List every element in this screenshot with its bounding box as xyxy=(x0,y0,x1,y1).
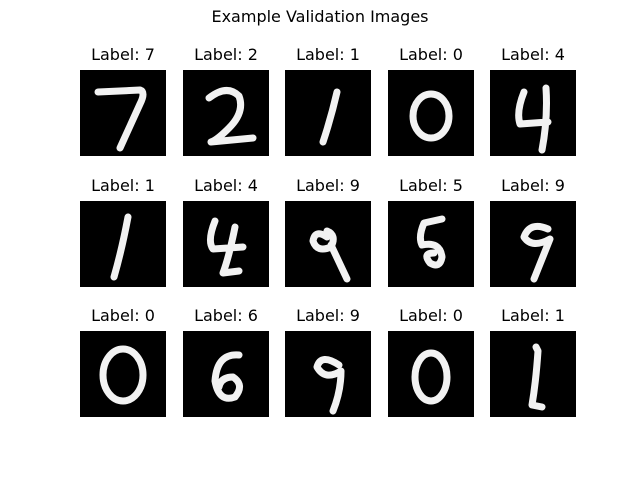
digit-stroke xyxy=(515,84,552,154)
digit-stroke xyxy=(319,88,341,146)
digit-label: Label: 9 xyxy=(296,176,360,195)
digit-label: Label: 0 xyxy=(399,45,463,64)
digit-stroke xyxy=(416,215,446,269)
digit-image xyxy=(388,201,474,287)
digit-stroke xyxy=(206,217,247,277)
digit-stroke xyxy=(313,356,345,415)
digit-label: Label: 5 xyxy=(399,176,463,195)
digit-label: Label: 4 xyxy=(194,176,258,195)
digit-stroke xyxy=(528,343,546,411)
digit-image xyxy=(490,70,576,156)
digit-stroke xyxy=(94,86,147,152)
digit-label: Label: 0 xyxy=(399,306,463,325)
digit-image xyxy=(80,331,166,417)
digit-label: Label: 4 xyxy=(501,45,565,64)
digit-label: Label: 7 xyxy=(91,45,155,64)
digit-label: Label: 1 xyxy=(501,306,565,325)
digit-image xyxy=(183,201,269,287)
figure-title: Example Validation Images xyxy=(211,7,429,26)
digit-label: Label: 1 xyxy=(91,176,155,195)
digit-image xyxy=(490,201,576,287)
digit-stroke xyxy=(309,227,351,283)
digit-image xyxy=(388,331,474,417)
digit-label: Label: 9 xyxy=(501,176,565,195)
digit-image xyxy=(80,201,166,287)
digit-image xyxy=(183,70,269,156)
digit-label: Label: 9 xyxy=(296,306,360,325)
digit-label: Label: 2 xyxy=(194,45,258,64)
digit-image xyxy=(388,70,474,156)
digit-image xyxy=(285,331,371,417)
digit-image xyxy=(490,331,576,417)
digit-image xyxy=(285,70,371,156)
digit-image xyxy=(285,201,371,287)
digit-image xyxy=(80,70,166,156)
digit-label: Label: 1 xyxy=(296,45,360,64)
digit-stroke xyxy=(411,349,451,405)
digit-label: Label: 0 xyxy=(91,306,155,325)
digit-stroke xyxy=(409,90,453,142)
digit-stroke xyxy=(520,222,554,283)
digit-stroke xyxy=(211,351,243,402)
digit-stroke xyxy=(205,87,257,146)
digit-label: Label: 6 xyxy=(194,306,258,325)
digit-stroke xyxy=(99,345,147,405)
digit-stroke xyxy=(110,213,132,281)
digit-image xyxy=(183,331,269,417)
